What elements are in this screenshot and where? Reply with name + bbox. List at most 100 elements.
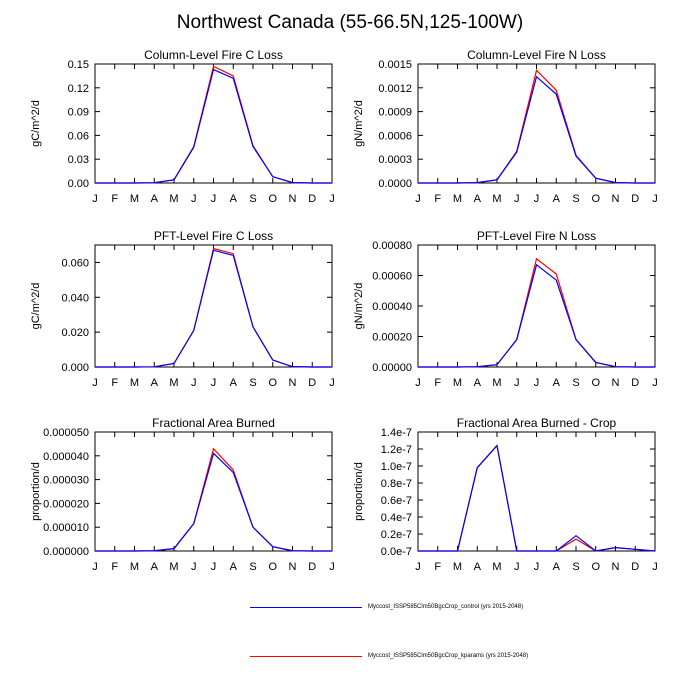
x-tick-label: J — [415, 377, 421, 389]
x-tick-label: A — [230, 561, 238, 573]
plot-frame — [94, 63, 333, 184]
y-tick-label: 0.060 — [61, 257, 89, 269]
x-tick-label: J — [329, 193, 335, 205]
y-tick-label: 0.000040 — [43, 451, 89, 463]
x-tick-label: S — [249, 561, 256, 573]
x-tick-label: J — [92, 561, 98, 573]
x-tick-label: N — [612, 561, 620, 573]
y-tick-label: 0.0000 — [378, 178, 412, 190]
series-line-2 — [95, 249, 332, 368]
x-tick-label: A — [474, 193, 482, 205]
y-tick-label: 0.040 — [61, 292, 89, 304]
series-line-1 — [418, 444, 656, 552]
x-tick-label: S — [572, 193, 579, 205]
series-line-1 — [95, 65, 332, 184]
y-tick-label: 0.0006 — [378, 130, 412, 142]
x-tick-label: A — [474, 377, 482, 389]
chart-panel-6: Fractional Area Burned - Crop proportion/… — [353, 416, 658, 573]
chart-title: PFT-Level Fire N Loss — [477, 229, 596, 243]
series-line-1 — [418, 257, 655, 368]
x-tick-label: J — [92, 377, 98, 389]
x-tick-label: D — [308, 561, 316, 573]
x-tick-label: D — [631, 561, 639, 573]
x-tick-label: S — [572, 377, 579, 389]
x-tick-label: A — [553, 193, 561, 205]
series-line-2 — [418, 263, 655, 368]
y-tick-label: 0.00040 — [372, 301, 412, 313]
x-tick-label: J — [534, 193, 540, 205]
series-line-2 — [418, 75, 655, 184]
y-axis-label: gC/m^2/d — [30, 100, 42, 147]
x-tick-label: J — [415, 561, 421, 573]
legend-line-control — [250, 607, 362, 608]
y-tick-label: 0.000020 — [43, 498, 89, 510]
x-tick-label: J — [415, 193, 421, 205]
y-tick-label: 0.0012 — [378, 83, 412, 95]
series-line-2 — [95, 452, 332, 552]
y-tick-label: 0.0009 — [378, 107, 412, 119]
x-tick-label: J — [329, 377, 335, 389]
x-tick-label: D — [308, 377, 316, 389]
x-tick-label: F — [434, 377, 441, 389]
x-tick-label: J — [514, 561, 520, 573]
x-tick-label: A — [230, 377, 238, 389]
y-tick-label: 0.00000 — [372, 362, 412, 374]
y-axis-label: gN/m^2/d — [353, 100, 365, 147]
y-tick-label: 0.0e-7 — [381, 546, 412, 558]
x-tick-label: D — [308, 193, 316, 205]
x-tick-label: J — [514, 193, 520, 205]
y-tick-label: 0.00060 — [372, 271, 412, 283]
y-axis-label: proportion/d — [30, 462, 42, 521]
x-tick-label: D — [631, 377, 639, 389]
y-tick-label: 0.06 — [68, 130, 89, 142]
x-tick-label: S — [249, 377, 256, 389]
series-line-1 — [95, 447, 332, 552]
x-tick-label: J — [211, 377, 217, 389]
y-tick-label: 0.6e-7 — [381, 495, 412, 507]
legend-line-kparams — [250, 656, 362, 657]
series-line-2 — [95, 68, 332, 184]
x-tick-label: M — [130, 561, 139, 573]
y-axis-label: proportion/d — [353, 462, 365, 521]
x-tick-label: M — [130, 377, 139, 389]
x-tick-label: M — [130, 193, 139, 205]
x-tick-label: J — [534, 561, 540, 573]
x-tick-label: M — [169, 377, 178, 389]
y-tick-label: 1.4e-7 — [381, 427, 412, 439]
y-axis-label: gN/m^2/d — [353, 283, 365, 330]
y-tick-label: 0.00080 — [372, 240, 412, 252]
x-tick-label: F — [434, 193, 441, 205]
x-tick-label: M — [169, 193, 178, 205]
chart-title: PFT-Level Fire C Loss — [154, 229, 273, 243]
x-tick-label: N — [289, 193, 297, 205]
y-tick-label: 0.000050 — [43, 427, 89, 439]
x-tick-label: S — [249, 193, 256, 205]
x-tick-label: A — [553, 561, 561, 573]
y-tick-label: 0.000000 — [43, 546, 89, 558]
y-tick-label: 0.020 — [61, 327, 89, 339]
x-tick-label: J — [652, 193, 658, 205]
x-tick-label: M — [453, 193, 462, 205]
x-tick-label: J — [514, 377, 520, 389]
y-axis-label: gC/m^2/d — [30, 283, 42, 330]
x-tick-label: N — [612, 377, 620, 389]
y-tick-label: 1.0e-7 — [381, 461, 412, 473]
x-tick-label: N — [289, 561, 297, 573]
series-line-1 — [95, 247, 332, 368]
x-tick-label: M — [492, 377, 501, 389]
y-tick-label: 0.4e-7 — [381, 512, 412, 524]
x-tick-label: O — [591, 377, 600, 389]
x-tick-label: A — [151, 193, 159, 205]
x-tick-label: O — [268, 377, 277, 389]
y-tick-label: 0.000 — [61, 362, 89, 374]
x-tick-label: M — [453, 377, 462, 389]
y-tick-label: 0.000030 — [43, 475, 89, 487]
x-tick-label: J — [652, 377, 658, 389]
x-tick-label: M — [169, 561, 178, 573]
x-tick-label: S — [572, 561, 579, 573]
